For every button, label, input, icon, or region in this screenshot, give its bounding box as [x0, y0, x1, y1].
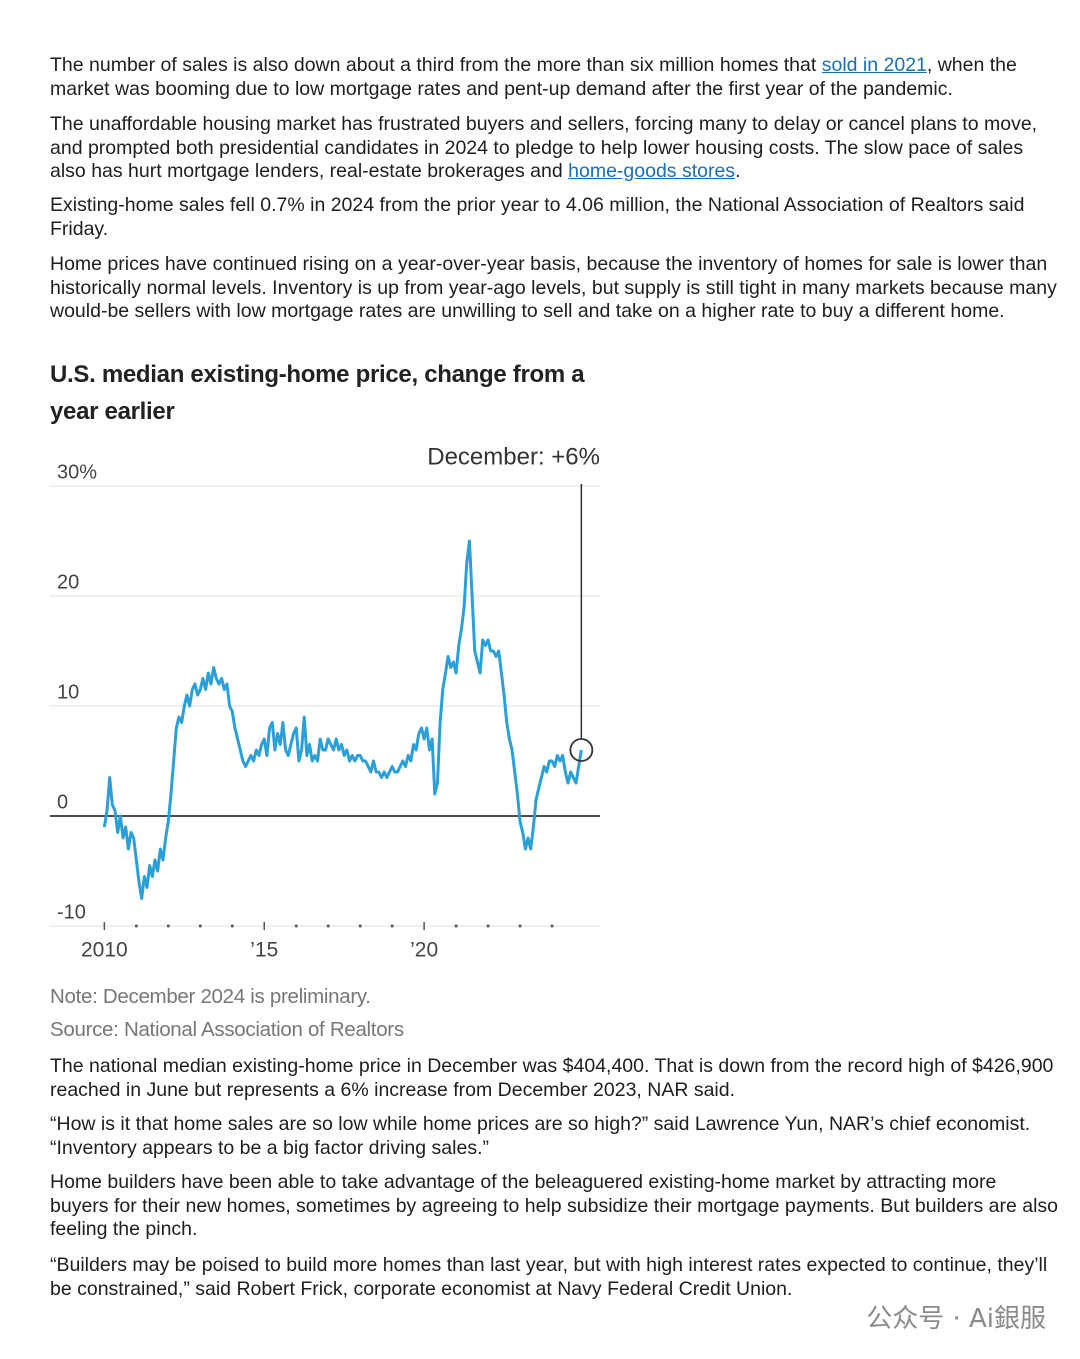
link[interactable]: home-goods stores — [568, 160, 736, 182]
x-minor-tick — [230, 924, 234, 928]
text: . — [735, 160, 741, 182]
text: Home prices have continued rising on a y… — [50, 253, 1057, 322]
watermark: 公众号 · Ai銀服 — [866, 1304, 1046, 1334]
x-tick-label: 2010 — [81, 939, 128, 962]
paragraph: Home prices have continued rising on a y… — [50, 253, 1058, 324]
chart-note: Note: December 2024 is preliminary. — [50, 985, 371, 1008]
chart-source: Source: National Association of Realtors — [50, 1018, 404, 1041]
x-minor-tick — [358, 924, 362, 928]
y-tick-label: 30% — [57, 461, 97, 483]
x-tick-label: ’15 — [250, 939, 278, 962]
end-marker — [569, 738, 594, 762]
chart-title: U.S. median existing-home price, change … — [50, 361, 585, 425]
x-minor-tick — [550, 924, 554, 928]
y-tick-label: 0 — [57, 791, 68, 813]
paragraph: The unaffordable housing market has frus… — [50, 113, 1058, 184]
paragraph: Existing-home sales fell 0.7% in 2024 fr… — [50, 194, 1058, 241]
y-tick-label: 20 — [57, 571, 79, 593]
x-minor-tick — [518, 924, 522, 928]
paragraph: Home builders have been able to take adv… — [50, 1171, 1059, 1240]
paragraph: “Builders may be poised to build more ho… — [50, 1254, 1048, 1300]
y-tick-label: -10 — [57, 901, 86, 923]
paragraph: The number of sales is also down about a… — [50, 54, 1058, 101]
link[interactable]: sold in 2021 — [821, 54, 927, 76]
x-minor-tick — [294, 924, 298, 928]
paragraph: The national median existing-home price … — [50, 1055, 1054, 1101]
text: , when the market was booming due to low… — [50, 54, 1017, 100]
x-minor-tick — [198, 924, 202, 928]
x-minor-tick — [166, 924, 170, 928]
paragraph: “How is it that home sales are so low wh… — [50, 1113, 1031, 1159]
y-tick-label: 10 — [57, 681, 79, 703]
x-tick-label: ’20 — [410, 939, 438, 962]
x-minor-tick — [486, 924, 490, 928]
annotation: December: +6% — [427, 443, 600, 470]
line-series — [102, 539, 583, 900]
text: The unaffordable housing market has frus… — [50, 113, 1038, 182]
text: Existing-home sales fell 0.7% in 2024 fr… — [50, 194, 1025, 240]
x-minor-tick — [326, 924, 330, 928]
x-minor-tick — [454, 924, 458, 928]
x-minor-tick — [134, 924, 138, 928]
x-minor-tick — [390, 924, 394, 928]
text: The number of sales is also down about a… — [50, 54, 822, 76]
